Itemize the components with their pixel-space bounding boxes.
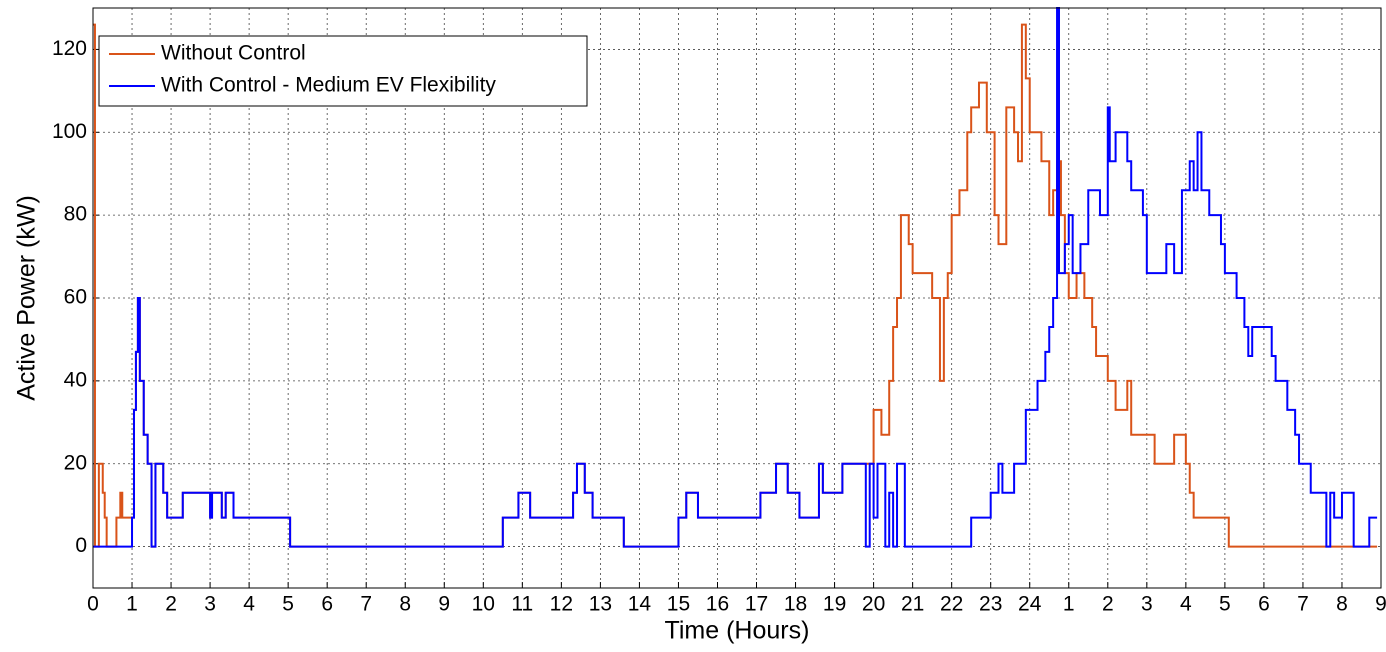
x-tick-label: 24 [1018,593,1042,616]
y-tick-label: 100 [52,120,87,143]
x-tick-label: 10 [472,593,495,616]
x-tick-label: 4 [1180,593,1192,616]
x-tick-label: 8 [1336,593,1348,616]
x-tick-label: 16 [706,593,729,616]
x-tick-label: 0 [87,593,99,616]
x-tick-label: 18 [784,593,807,616]
x-tick-label: 1 [1063,593,1075,616]
y-tick-label: 80 [64,203,87,226]
x-tick-label: 17 [745,593,768,616]
legend-label: Without Control [161,42,306,65]
y-tick-label: 60 [64,286,87,309]
series-line [93,7,1378,548]
x-tick-label: 5 [282,593,294,616]
x-tick-label: 6 [1258,593,1270,616]
x-tick-label: 13 [589,593,612,616]
y-tick-label: 120 [52,37,87,60]
y-axis-label: Active Power (kW) [13,195,41,401]
x-axis-label: Time (Hours) [665,617,810,645]
x-tick-label: 14 [628,593,652,616]
x-tick-label: 15 [667,593,690,616]
x-tick-label: 19 [823,593,846,616]
x-tick-label: 22 [940,593,963,616]
x-tick-label: 9 [1375,593,1386,616]
x-tick-label: 8 [399,593,411,616]
y-tick-label: 40 [64,368,87,391]
legend-label: With Control - Medium EV Flexibility [161,74,496,97]
x-tick-label: 7 [1297,593,1309,616]
plot-frame [92,7,1382,589]
y-tick-label: 0 [75,534,87,557]
x-tick-label: 20 [862,593,885,616]
x-tick-label: 4 [243,593,255,616]
x-tick-label: 2 [1102,593,1114,616]
x-tick-label: 6 [321,593,333,616]
x-tick-label: 3 [1141,593,1153,616]
x-tick-label: 7 [360,593,372,616]
x-tick-label: 9 [438,593,450,616]
y-tick-label: 20 [64,451,87,474]
x-tick-label: 23 [979,593,1002,616]
x-tick-label: 2 [165,593,177,616]
x-tick-label: 11 [511,593,533,616]
legend-box [98,35,588,107]
x-tick-label: 5 [1219,593,1231,616]
x-tick-label: 3 [204,593,216,616]
x-tick-label: 1 [126,593,138,616]
x-tick-label: 12 [550,593,573,616]
x-tick-label: 21 [901,593,924,616]
